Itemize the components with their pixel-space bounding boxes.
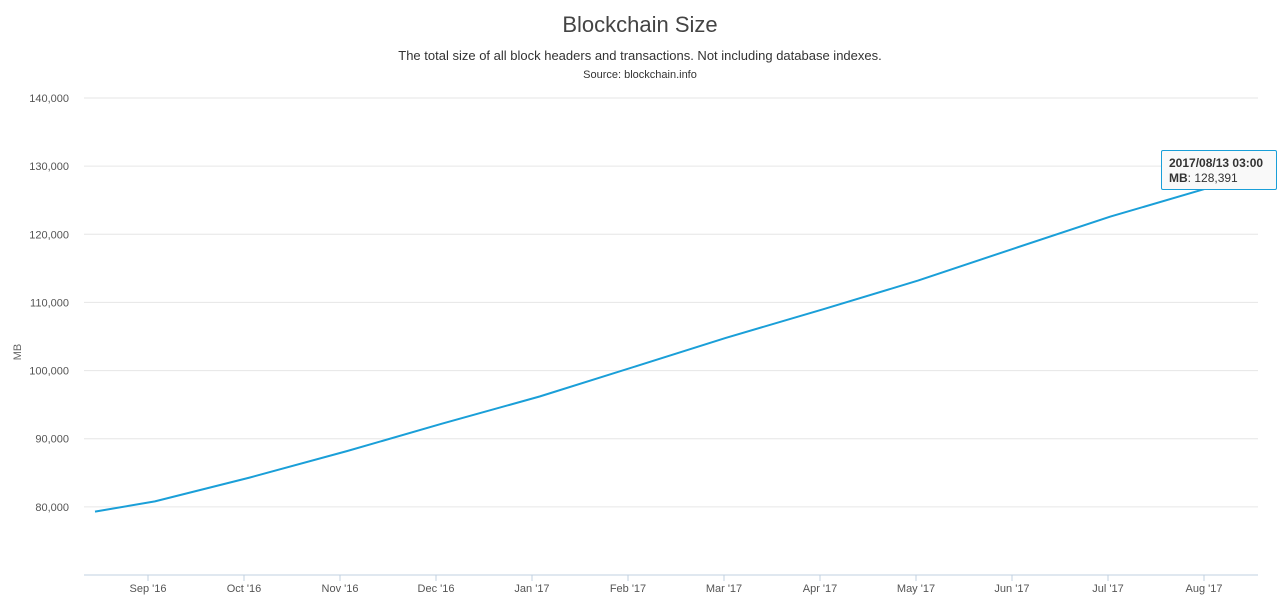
- tooltip-date: 2017/08/13 03:00: [1169, 156, 1264, 170]
- chart-source: Source: blockchain.info: [583, 69, 697, 81]
- tooltip-value-row: MB: 128,391: [1169, 171, 1238, 185]
- x-tick-label: Jul '17: [1092, 583, 1123, 595]
- x-tick-label: Mar '17: [706, 583, 742, 595]
- chart-title: Blockchain Size: [562, 12, 718, 37]
- x-tick-label: Jan '17: [514, 583, 549, 595]
- x-tick-label: Aug '17: [1186, 583, 1223, 595]
- y-tick-label: 100,000: [29, 366, 69, 378]
- y-tick-label: 130,000: [29, 161, 69, 173]
- series-line: [94, 176, 1247, 513]
- x-tick-label: Sep '16: [130, 583, 167, 595]
- chart-subtitle: The total size of all block headers and …: [398, 48, 882, 63]
- tooltip-value: 128,391: [1194, 171, 1238, 185]
- x-tick-label: Jun '17: [994, 583, 1029, 595]
- y-tick-label: 90,000: [35, 434, 69, 446]
- y-tick-label: 110,000: [30, 297, 69, 309]
- x-tick-label: May '17: [897, 583, 935, 595]
- y-tick-label: 80,000: [35, 502, 69, 514]
- x-tick-label: Feb '17: [610, 583, 646, 595]
- x-tick-label: Oct '16: [227, 583, 262, 595]
- tooltip-series-label: MB: [1169, 171, 1188, 185]
- x-tick-label: Nov '16: [322, 583, 359, 595]
- y-tick-label: 120,000: [29, 229, 69, 241]
- x-tick-label: Apr '17: [803, 583, 838, 595]
- data-tooltip: 2017/08/13 03:00 MB: 128,391: [1161, 150, 1277, 190]
- x-tick-label: Dec '16: [418, 583, 455, 595]
- y-tick-label: 140,000: [29, 93, 69, 105]
- y-axis-title: MB: [12, 344, 24, 361]
